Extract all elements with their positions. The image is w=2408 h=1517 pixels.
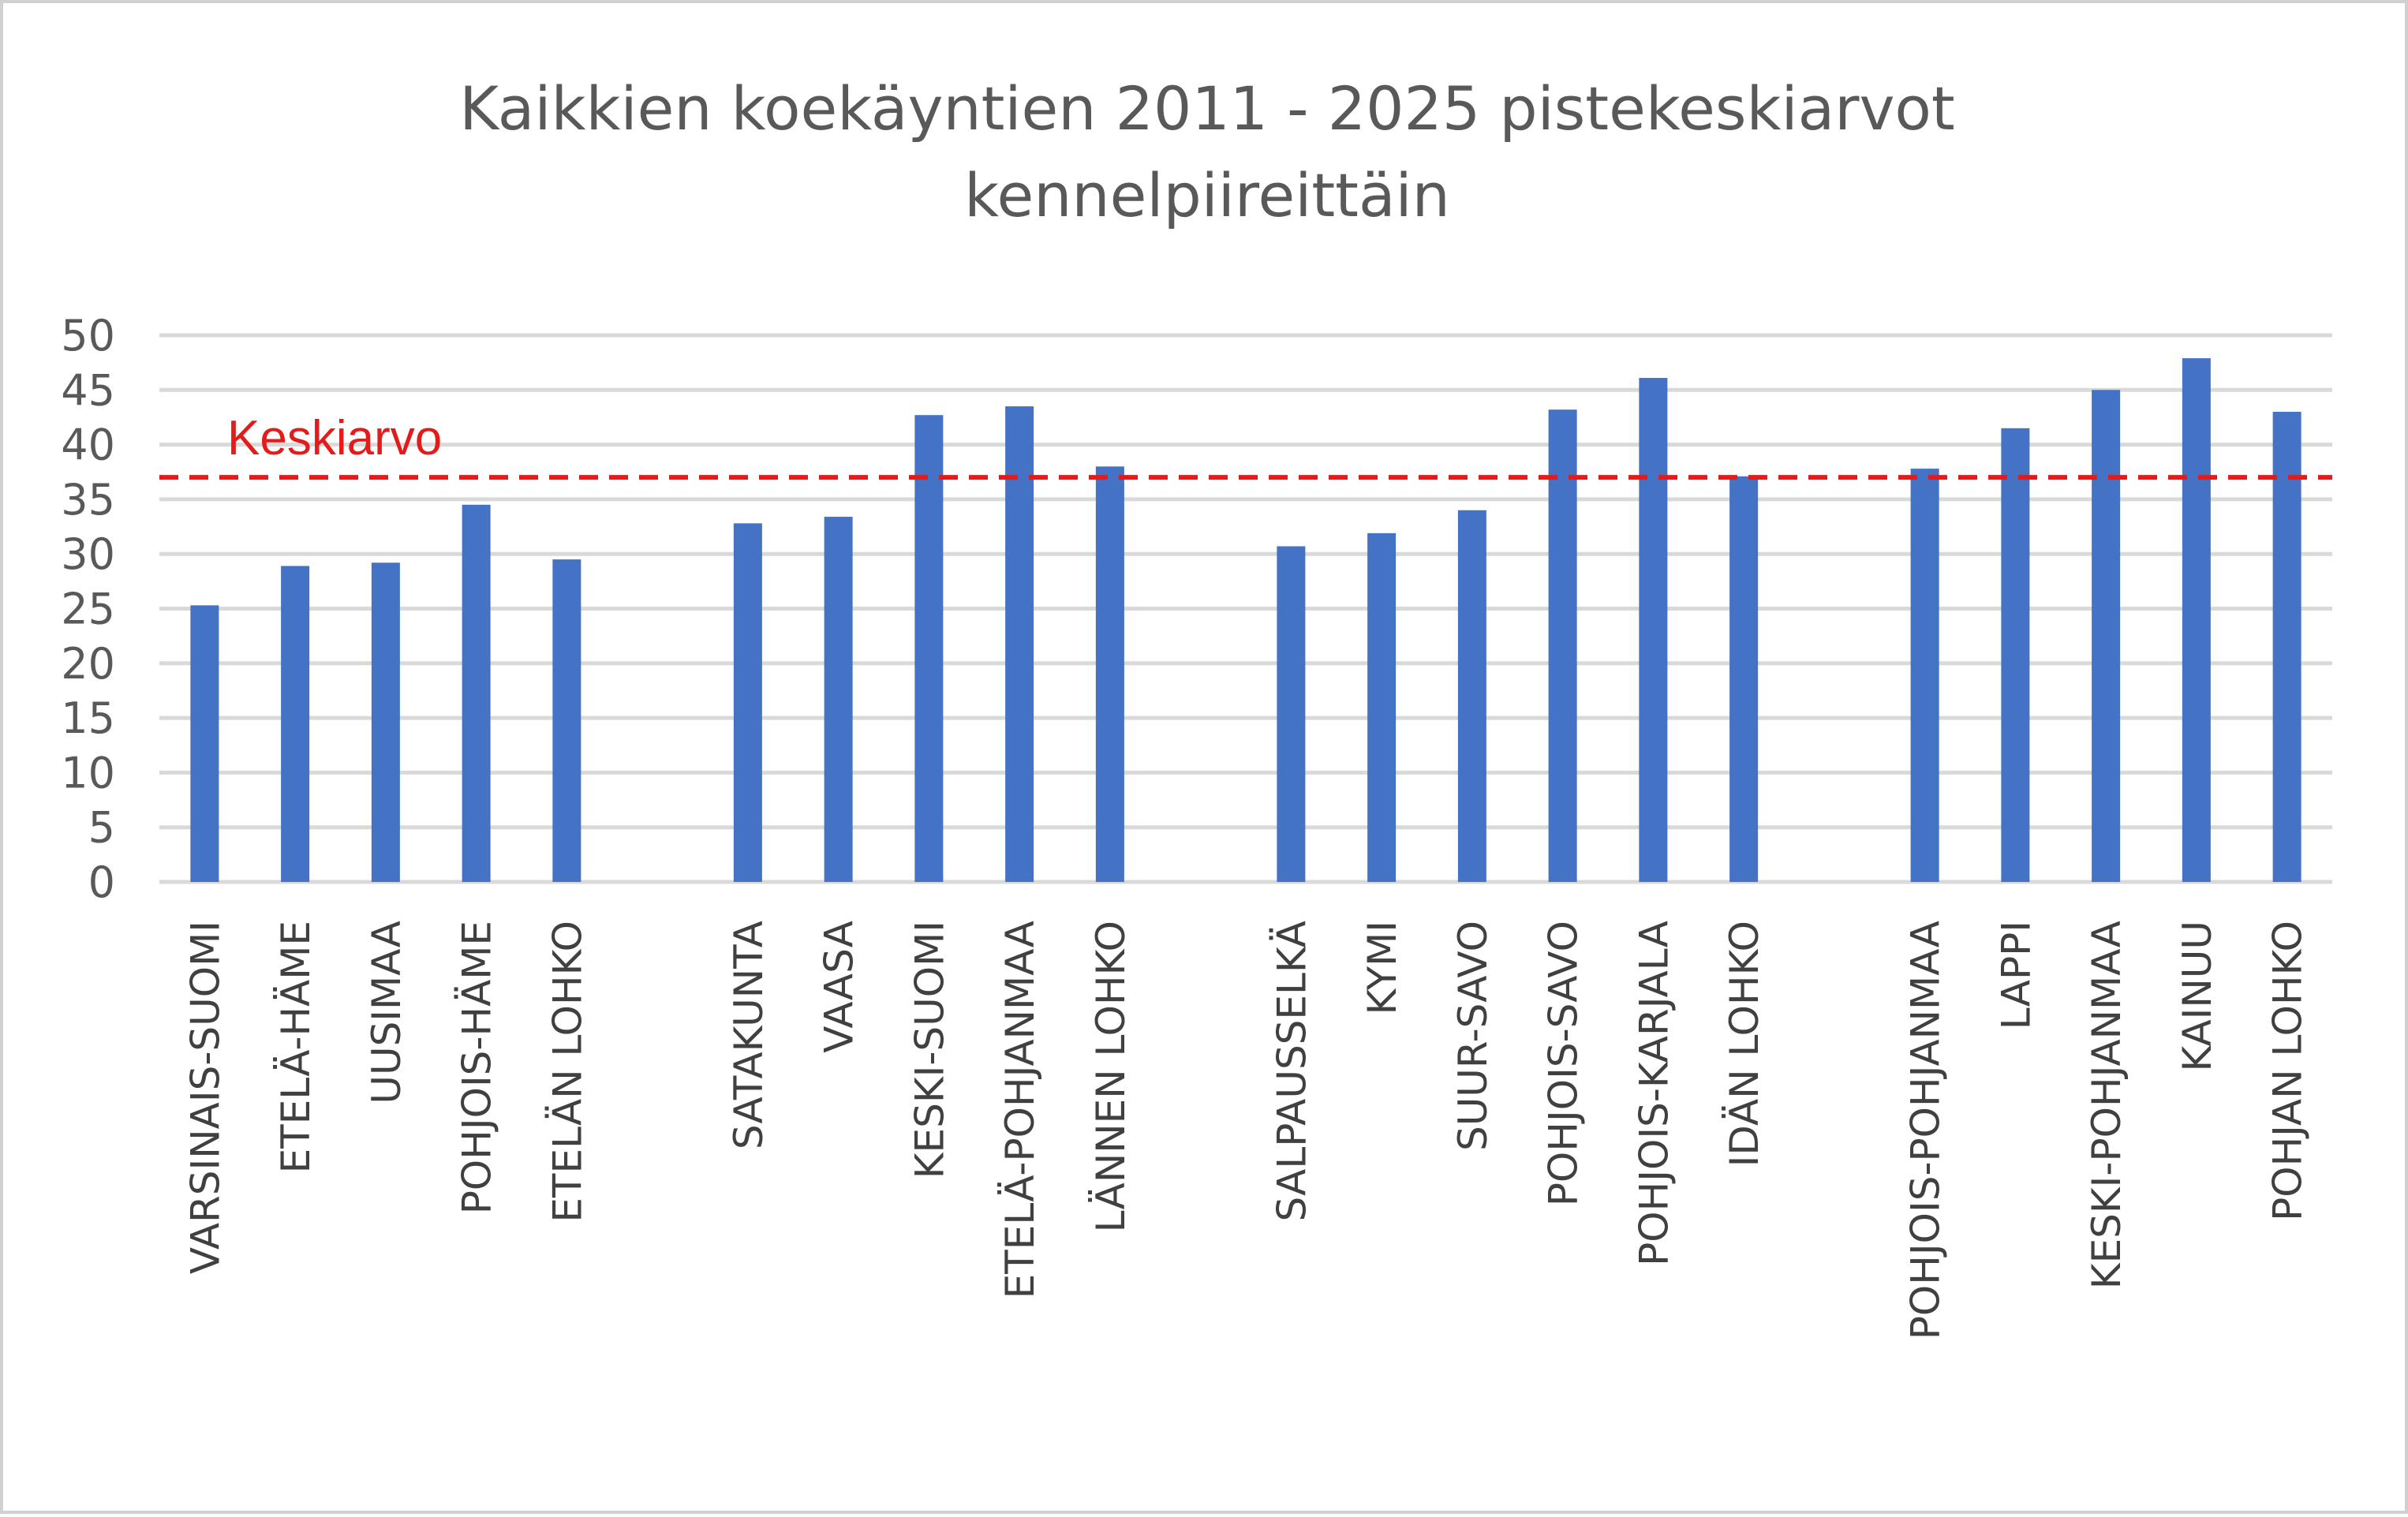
bar-etelän-lohko (552, 559, 581, 882)
x-tick-label: SUUR-SAVO (1450, 921, 1496, 1151)
x-tick-label: POHJOIS-SAVO (1541, 921, 1587, 1206)
bar-lännen-lohko (1095, 466, 1124, 882)
x-tick-label: POHJOIS-KARJALA (1631, 921, 1677, 1266)
x-tick-label: VAASA (817, 921, 862, 1053)
x-tick-label: KESKI-SUOMI (907, 921, 952, 1179)
chart-title-line-1: Kaikkien koekäyntien 2011 - 2025 pisteke… (459, 73, 1954, 144)
average-reference-label: Keskiarvo (227, 411, 442, 465)
x-tick-label: LÄNNEN LOHKO (1088, 921, 1134, 1232)
y-tick-label-45: 45 (61, 365, 115, 415)
bar-pohjois-savo (1548, 409, 1577, 882)
x-tick-label: ETELÄ-HÄME (273, 921, 319, 1173)
y-tick-label-30: 30 (61, 529, 115, 579)
bar-satakunta (733, 523, 762, 882)
bar-idän-lohko (1729, 476, 1759, 882)
bar-etelä-häme (281, 566, 310, 882)
chart-title-line-2: kennelpiireittäin (964, 160, 1450, 230)
x-tick-label: UUSIMAA (364, 921, 409, 1104)
y-tick-label-25: 25 (61, 585, 115, 634)
x-tick-label: SATAKUNTA (726, 921, 772, 1149)
x-tick-label: IDÄN LOHKO (1722, 921, 1767, 1167)
y-tick-label-15: 15 (61, 693, 115, 743)
x-tick-label: POHJOIS-POHJANMAA (1903, 921, 1949, 1340)
y-tick-label-50: 50 (61, 311, 115, 361)
x-tick-label: KESKI-POHJANMAA (2084, 921, 2129, 1289)
bar-pohjois-karjala (1639, 378, 1668, 883)
y-tick-label-35: 35 (61, 475, 115, 525)
bar-keski-suomi (914, 415, 944, 882)
bar-kymi (1367, 532, 1397, 882)
x-tick-label: VARSINAIS-SUOMI (182, 921, 228, 1274)
bar-pohjan-lohko (2272, 412, 2301, 882)
bar-chart: Kaikkien koekäyntien 2011 - 2025 pisteke… (61, 73, 2332, 1340)
bar-etelä-pohjanmaa (1005, 406, 1034, 882)
x-tick-label: SALPAUSSELKÄ (1269, 921, 1314, 1222)
x-tick-label: ETELÄ-POHJANMAA (997, 921, 1043, 1298)
bar-salpausselkä (1277, 546, 1306, 882)
x-tick-label: LAPPI (1993, 921, 2039, 1029)
y-tick-label-40: 40 (61, 420, 115, 470)
bar-suur-savo (1457, 510, 1486, 882)
bar-pohjois-pohjanmaa (1910, 469, 1939, 882)
bar-vaasa (824, 517, 853, 882)
y-tick-label-10: 10 (61, 748, 115, 798)
x-tick-label: POHJAN LOHKO (2265, 921, 2311, 1221)
x-tick-label: POHJOIS-HÄME (454, 921, 500, 1214)
y-tick-label-5: 5 (88, 803, 115, 853)
bar-keski-pohjanmaa (2092, 390, 2121, 882)
bar-uusimaa (371, 562, 400, 882)
bar-varsinais-suomi (190, 605, 219, 882)
x-tick-label: KAINUU (2174, 921, 2220, 1071)
x-tick-label: KYMI (1359, 921, 1405, 1014)
y-tick-label-0: 0 (88, 858, 115, 907)
bar-lappi (2001, 428, 2030, 882)
bar-kainuu (2182, 358, 2211, 883)
y-tick-label-20: 20 (61, 639, 115, 689)
bar-pohjois-häme (462, 504, 491, 882)
x-tick-label: ETELÄN LOHKO (544, 921, 590, 1223)
